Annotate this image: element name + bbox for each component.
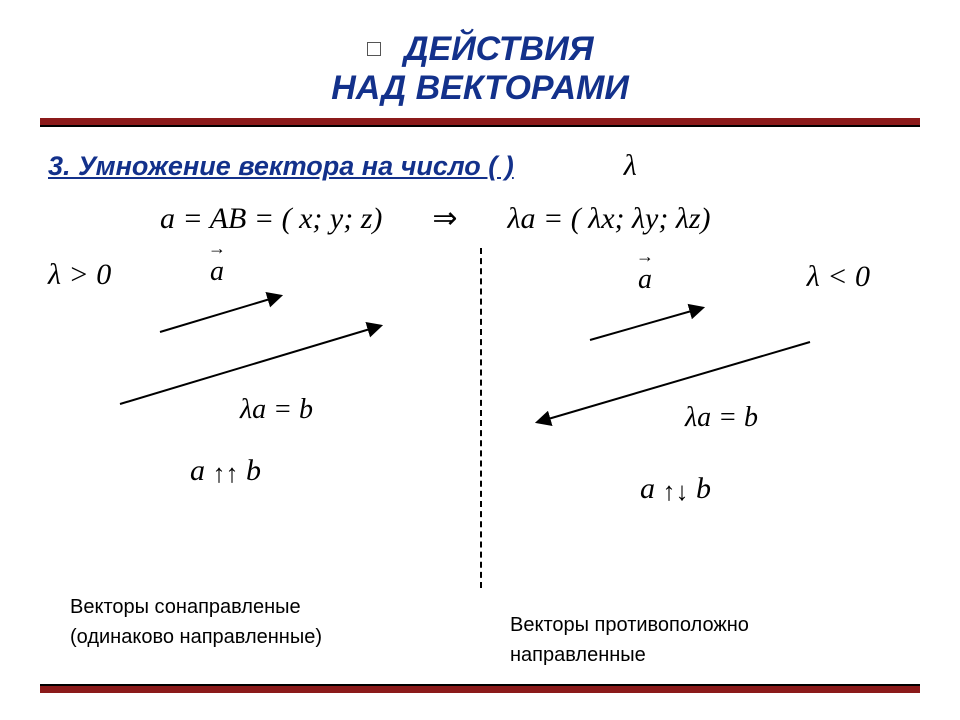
title-block: ДЕЙСТВИЯ НАД ВЕКТОРАМИ (40, 30, 920, 108)
formula-rhs: λa = ( λx; λy; λz) (508, 202, 711, 236)
rel-b: b (246, 454, 261, 487)
left-long-vector (120, 326, 380, 404)
left-short-vector (160, 296, 280, 332)
rel-a: a (640, 472, 655, 505)
slide-title: ДЕЙСТВИЯ НАД ВЕКТОРАМИ (331, 30, 629, 108)
up-arrow-icon: ↑ (213, 459, 226, 489)
up-arrow-icon: ↑ (663, 477, 676, 507)
left-caption-l2: (одинаково направленные) (70, 626, 322, 648)
right-caption: Векторы противоположно направленные (480, 592, 920, 670)
vector-arrow-icon: → (636, 246, 654, 267)
title-line-1: ДЕЙСТВИЯ (404, 30, 594, 68)
down-arrow-icon: ↓ (676, 477, 689, 507)
right-relation: a ↑↓ b (640, 472, 711, 506)
rule-thick-bottom (40, 686, 920, 693)
captions: Векторы сонаправленые (одинаково направл… (40, 592, 920, 670)
right-column: λ < 0 → a λa = b a ↑↓ b (480, 254, 920, 574)
rel-b: b (696, 472, 711, 505)
formula-row: a = AB = ( x; y; z) ⇒ λa = ( λx; λy; λz) (160, 201, 920, 236)
right-short-vector (590, 308, 702, 340)
slide: ДЕЙСТВИЯ НАД ВЕКТОРАМИ 3. Умножение вект… (0, 0, 960, 720)
right-prod-label: λa = b (685, 402, 758, 434)
up-arrow-icon: ↑ (226, 459, 239, 489)
subtitle-lambda: λ (624, 149, 637, 183)
right-long-vector (538, 342, 810, 422)
left-caption-l1: Векторы сонаправленые (70, 596, 301, 618)
rule-thin-top (40, 125, 920, 127)
rule-thick-top (40, 118, 920, 125)
right-caption-l1: Векторы противоположно (510, 614, 749, 636)
formula-lhs: a = AB = ( x; y; z) (160, 202, 382, 236)
left-relation: a ↑↑ b (190, 454, 261, 488)
rel-a: a (190, 454, 205, 487)
subtitle: 3. Умножение вектора на число ( ) (48, 151, 514, 182)
left-caption: Векторы сонаправленые (одинаково направл… (40, 592, 480, 670)
left-prod-label: λa = b (240, 394, 313, 426)
columns: λ > 0 → a λa = b a ↑↑ b (40, 254, 920, 574)
right-caption-l2: направленные (510, 644, 646, 666)
subtitle-row: 3. Умножение вектора на число ( ) λ (48, 149, 920, 183)
title-bullet-icon (367, 42, 381, 56)
title-line-2: НАД ВЕКТОРАМИ (331, 69, 629, 107)
implies-arrow-icon: ⇒ (432, 201, 457, 236)
vector-arrow-icon: → (208, 238, 226, 259)
left-column: λ > 0 → a λa = b a ↑↑ b (40, 254, 480, 574)
